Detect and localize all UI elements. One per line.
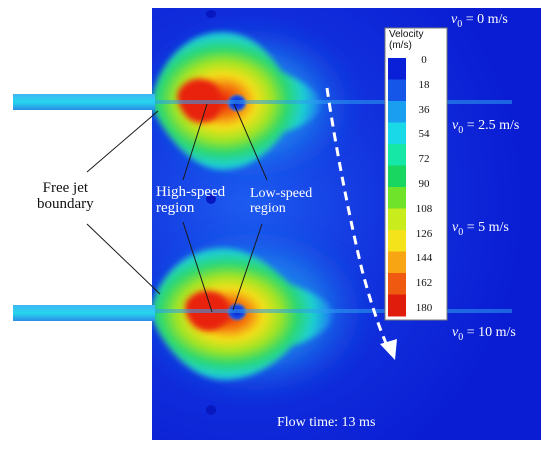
condition-label-0: v0 = 0 m/s [451, 12, 508, 30]
lower-jet-streak [152, 309, 512, 313]
legend-swatch [388, 144, 406, 166]
upper-jet-streak [152, 100, 512, 104]
velocity-symbol: v [452, 118, 459, 133]
legend-swatch [388, 294, 406, 317]
velocity-subscript: 0 [458, 226, 464, 238]
free-jet-line2: boundary [37, 195, 94, 212]
leader-high-speed-lower [182, 221, 213, 313]
upper-nozzle [13, 94, 155, 110]
legend-tick-label: 144 [415, 252, 433, 265]
vortex-speck [206, 405, 216, 415]
low-speed-region-label: Low-speed region [250, 186, 313, 216]
condition-value: = 0 m/s [462, 12, 508, 27]
legend-swatch [388, 79, 406, 102]
leader-free-jet-lower [86, 223, 161, 295]
leader-free-jet-upper [86, 110, 159, 173]
leader-high-speed-upper [182, 103, 208, 181]
legend-swatch [388, 208, 406, 231]
high-speed-region-label: High-speed region [156, 184, 226, 217]
condition-value: = 2.5 m/s [463, 118, 520, 133]
legend-title-line2: (m/s) [389, 39, 412, 51]
legend-tick-label: 0 [421, 54, 427, 66]
legend-tick-label: 108 [415, 202, 433, 215]
condition-value: = 10 m/s [463, 325, 516, 340]
velocity-symbol: v [451, 12, 458, 27]
velocity-symbol: v [452, 220, 459, 235]
high-speed-line1: High-speed [156, 184, 226, 200]
legend-swatch [388, 230, 406, 252]
velocity-subscript: 0 [457, 18, 463, 30]
high-speed-line2: region [156, 199, 195, 216]
condition-label-2: v0 = 5 m/s [452, 220, 509, 238]
free-jet-boundary-label: Free jet boundary [37, 180, 94, 213]
velocity-subscript: 0 [458, 124, 464, 136]
legend-swatch [388, 101, 406, 123]
legend-title: Velocity (m/s) [389, 29, 424, 51]
condition-label-1: v0 = 2.5 m/s [452, 118, 520, 136]
legend-swatch [388, 165, 406, 188]
vortex-speck [206, 10, 216, 18]
legend-tick-label: 126 [415, 227, 433, 240]
legend-tick-label: 54 [418, 128, 430, 141]
legend-swatch [388, 58, 406, 80]
legend-swatch [388, 187, 406, 209]
leader-low-speed-lower [232, 223, 263, 311]
flow-direction-arrow [325, 87, 390, 349]
free-jet-line1: Free jet [42, 180, 89, 196]
legend-swatch [388, 273, 406, 295]
low-speed-line2: region [250, 200, 286, 216]
legend-swatch [388, 122, 406, 145]
vortex-speck [206, 194, 216, 204]
velocity-subscript: 0 [458, 331, 464, 343]
legend-tick-label: 180 [415, 302, 433, 314]
legend-title-line1: Velocity [389, 29, 424, 40]
lower-nozzle [13, 305, 155, 321]
legend-tick-label: 18 [418, 78, 430, 91]
condition-label-3: v0 = 10 m/s [452, 325, 516, 343]
legend-tick-label: 72 [418, 153, 430, 166]
flow-direction-arrowhead [380, 339, 397, 360]
legend-swatch [388, 251, 406, 274]
low-speed-line1: Low-speed [250, 186, 313, 201]
flow-time-label: Flow time: 13 ms [277, 415, 376, 430]
condition-value: = 5 m/s [463, 220, 509, 235]
legend-tick-label: 90 [418, 178, 430, 190]
legend-tick-label: 36 [418, 103, 430, 116]
velocity-symbol: v [452, 325, 459, 340]
leader-low-speed-upper [233, 103, 268, 181]
legend-tick-label: 162 [415, 277, 433, 290]
legend-colorbar [388, 58, 406, 317]
